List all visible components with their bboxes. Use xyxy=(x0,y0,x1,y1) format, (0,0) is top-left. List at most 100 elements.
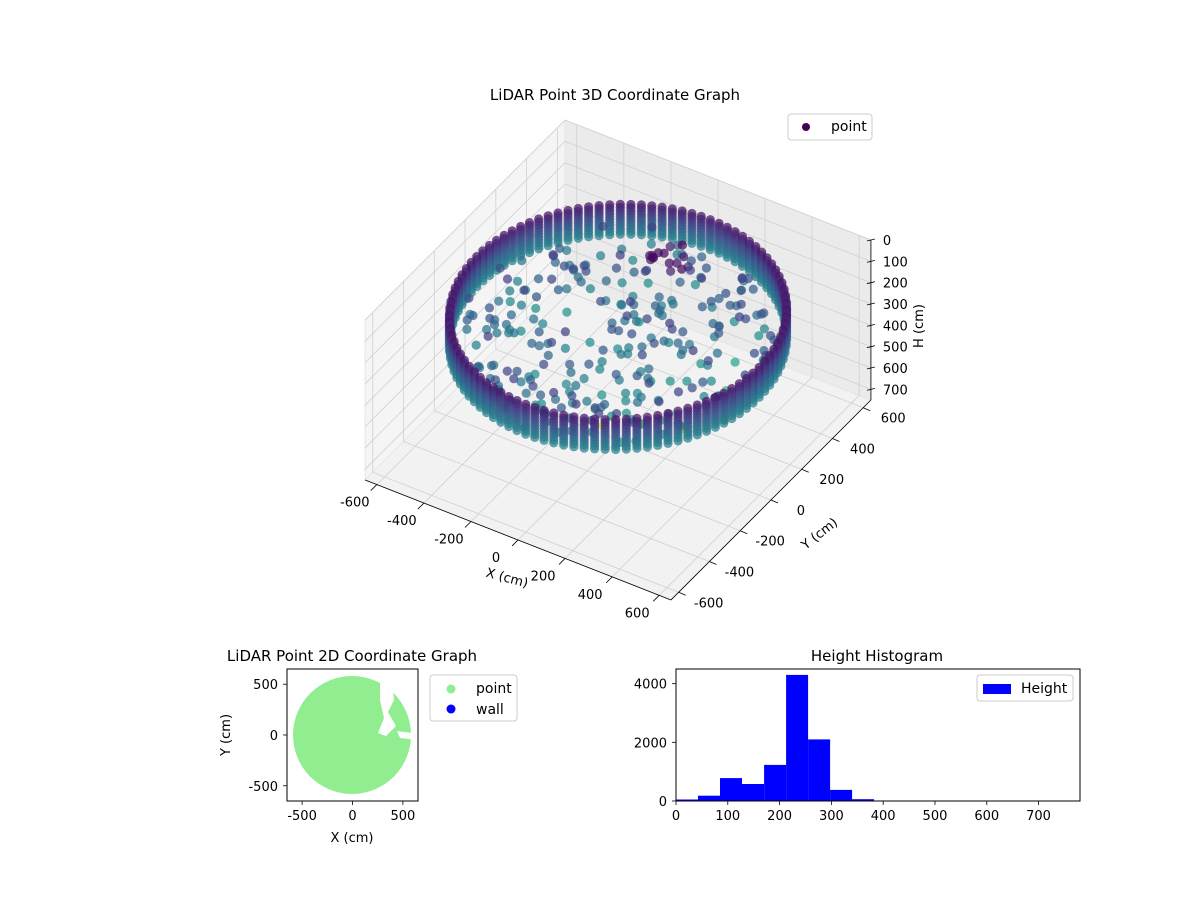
point-3d xyxy=(659,336,669,346)
point-3d xyxy=(562,284,572,294)
point-3d xyxy=(539,435,549,445)
x-tick-label-2d: 0 xyxy=(348,809,356,824)
y-tick-3d xyxy=(709,561,717,565)
x-axis-label-2d: X (cm) xyxy=(331,831,374,846)
y-tick-label-3d: -200 xyxy=(755,535,785,550)
point-3d xyxy=(590,444,600,454)
point-3d xyxy=(509,328,519,338)
point-3d xyxy=(736,299,746,309)
point-3d xyxy=(555,243,565,253)
point-3d xyxy=(714,328,724,338)
y-tick-label-2d: 500 xyxy=(253,678,278,693)
point-3d xyxy=(597,357,607,367)
point-3d xyxy=(616,349,626,359)
y-tick-3d xyxy=(678,591,686,596)
point-3d xyxy=(667,324,677,334)
z-axis-label-3d: H (cm) xyxy=(912,304,927,348)
legend-3d: point xyxy=(787,113,873,141)
grid-line-h xyxy=(364,162,872,363)
point-3d xyxy=(562,307,572,317)
point-3d xyxy=(584,359,594,369)
point-3d xyxy=(668,299,678,309)
point-3d xyxy=(562,245,572,255)
point-3d xyxy=(643,278,653,288)
h-tick-label-3d: 100 xyxy=(883,255,908,270)
points-3d xyxy=(444,199,792,455)
point-3d xyxy=(607,324,617,334)
y-axis-label-2d: Y (cm) xyxy=(219,714,234,757)
point-3d xyxy=(644,364,654,374)
point-3d xyxy=(598,345,608,355)
point-3d xyxy=(611,444,621,455)
gap-2d xyxy=(397,731,418,740)
point-3d xyxy=(741,403,752,413)
grid-line-h xyxy=(364,119,872,321)
point-3d xyxy=(646,239,656,249)
point-3d xyxy=(632,443,642,453)
point-3d xyxy=(730,357,740,367)
point-3d xyxy=(703,356,713,366)
point-3d xyxy=(611,263,622,273)
point-3d xyxy=(462,315,472,325)
grid-line-h xyxy=(364,140,872,342)
h-tick-label-3d: 200 xyxy=(883,277,908,292)
point-3d xyxy=(692,430,702,440)
point-3d xyxy=(688,345,698,356)
axes-2d-ticks: -500 0 500 -500 0 500 xyxy=(248,678,415,824)
legend-marker-wall-2d xyxy=(446,704,456,714)
point-3d xyxy=(736,285,747,295)
point-3d xyxy=(665,376,675,386)
point-3d xyxy=(649,338,659,348)
x-tick-label-3d: 200 xyxy=(531,569,556,584)
point-3d xyxy=(490,375,500,385)
legend-2d: point wall xyxy=(429,674,518,722)
axes-frame-hist xyxy=(675,668,1081,802)
point-3d xyxy=(581,266,591,276)
point-3d xyxy=(690,280,701,290)
point-3d xyxy=(756,309,766,319)
x-tick-label-3d: -400 xyxy=(387,514,417,529)
y-tick-label-3d: 200 xyxy=(819,473,844,488)
legend-swatch-height xyxy=(983,684,1011,694)
point-3d xyxy=(719,418,729,428)
legend-label-wall-2d: wall xyxy=(476,702,504,718)
point-3d xyxy=(714,321,724,332)
point-3d xyxy=(637,342,647,352)
chart-title-3d: LiDAR Point 3D Coordinate Graph xyxy=(490,86,740,104)
point-3d xyxy=(571,399,581,409)
point-3d xyxy=(655,305,665,315)
histogram-ticks: 0 100 200 300 400 500 600 700 0 2000 4000 xyxy=(634,678,1051,824)
point-3d xyxy=(748,284,758,294)
point-3d xyxy=(505,297,515,307)
point-3d xyxy=(749,348,760,358)
point-3d xyxy=(512,366,522,376)
point-3d xyxy=(504,421,514,432)
x-tick-label-3d: -200 xyxy=(434,532,464,547)
point-3d xyxy=(483,331,493,341)
point-3d xyxy=(636,230,647,240)
point-3d xyxy=(730,257,740,267)
point-3d xyxy=(502,366,512,376)
point-3d xyxy=(501,319,511,330)
x-tick-label-hist: 700 xyxy=(1026,809,1051,824)
y-tick-3d xyxy=(863,407,871,412)
point-3d xyxy=(701,426,712,436)
point-3d xyxy=(696,241,706,251)
point-3d xyxy=(664,258,674,268)
point-3d xyxy=(579,373,589,384)
point-3d xyxy=(687,383,697,393)
point-3d xyxy=(543,350,553,360)
point-3d xyxy=(505,286,515,296)
point-3d xyxy=(673,436,683,446)
point-3d xyxy=(521,388,531,398)
point-3d xyxy=(516,326,526,336)
x-tick-3d xyxy=(558,558,566,565)
h-tick-3d xyxy=(866,259,876,263)
y-tick-label-3d: 400 xyxy=(850,442,875,457)
point-3d xyxy=(679,252,689,262)
y-tick-label-hist: 2000 xyxy=(634,736,667,751)
point-3d xyxy=(648,253,659,263)
point-3d xyxy=(566,367,576,377)
point-3d xyxy=(543,241,553,251)
